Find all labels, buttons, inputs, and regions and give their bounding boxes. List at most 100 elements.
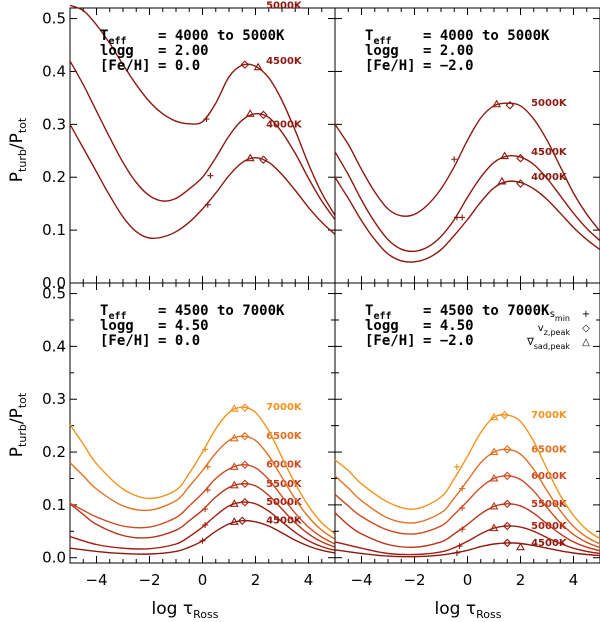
svg-text:Pturb/Ptot: Pturb/Ptot xyxy=(7,117,29,182)
marker-smin-4500K xyxy=(199,537,206,544)
marker-vz-6000K xyxy=(240,460,250,470)
param-feh: [Fe/H] = 0.0 xyxy=(100,333,200,349)
marker-vz-4000K xyxy=(516,179,525,188)
params-block: Teff = 4000 to 5000K logg = 2.00 [Fe/H] = 0.0 xyxy=(100,28,285,74)
series-label-4500K: 4500K xyxy=(531,538,568,549)
series-label-5000K: 5000K xyxy=(266,497,303,508)
params-block: Teff = 4500 to 7000K logg = 4.50 [Fe/H] = 0.0 xyxy=(100,303,285,349)
marker-nabla-7000K xyxy=(229,404,239,412)
xlabel-left-main: log τ xyxy=(152,599,194,619)
param-logg-value: = 2.00 xyxy=(423,43,474,59)
series-label-4500K: 4500K xyxy=(531,147,568,158)
marker-vz-4500K xyxy=(237,516,247,526)
marker-vz-5500K xyxy=(240,479,250,489)
marker-smin-5000K xyxy=(456,543,463,550)
marker-nabla-4500K xyxy=(500,151,510,160)
param-feh-label: [Fe/H] xyxy=(100,58,151,74)
ylabel-top-sub1: turb xyxy=(16,149,29,172)
xtick-label: −2 xyxy=(138,571,160,589)
series-line-6500K xyxy=(334,448,600,545)
marker-nabla-4500K xyxy=(516,542,525,551)
xtick-label: −2 xyxy=(403,571,425,589)
xtick-label: 2 xyxy=(251,571,261,589)
marker-smin-7000K xyxy=(202,446,209,453)
marker-smin-4500K xyxy=(207,172,214,179)
ylabel-top-sub2: tot xyxy=(16,117,29,133)
marker-nabla-6000K xyxy=(229,462,239,470)
ylabel-bottom-p: P xyxy=(7,447,27,457)
ytick-label: 0.1 xyxy=(42,221,66,239)
xlabel-right-sub: Ross xyxy=(476,608,502,621)
param-feh-label: [Fe/H] xyxy=(100,333,151,349)
xtick-label: 4 xyxy=(304,571,314,589)
param-teff-label: T xyxy=(365,28,373,44)
series-line-5500K xyxy=(334,503,600,552)
param-teff: Teff = 4500 to 7000K xyxy=(365,303,550,322)
marker-smin-6500K xyxy=(459,485,466,492)
legend-symbol-diamond: ◇ xyxy=(582,323,590,334)
series-label-5500K: 5500K xyxy=(266,479,303,490)
series-label-4500K: 4500K xyxy=(266,56,303,67)
param-teff-value: = 4000 to 5000K xyxy=(158,28,285,44)
series-line-5000K xyxy=(69,501,336,551)
legend-symbol-triangle: △ xyxy=(582,337,590,348)
ytick-label: 0.4 xyxy=(42,62,66,80)
marker-smin-7000K xyxy=(453,463,460,470)
xlabel-left-sub: Ross xyxy=(193,608,219,621)
param-feh: [Fe/H] = 0.0 xyxy=(100,58,200,74)
marker-nabla-5000K xyxy=(253,62,263,71)
ytick-label: 0.2 xyxy=(42,443,66,461)
ylabel-top-mid: /P xyxy=(7,133,27,149)
series-line-6000K xyxy=(69,463,336,545)
svg-text:Pturb/Ptot: Pturb/Ptot xyxy=(7,392,29,457)
param-teff: Teff = 4500 to 7000K xyxy=(100,303,285,322)
series-label-6000K: 6000K xyxy=(531,471,568,482)
marker-nabla-4000K xyxy=(497,176,507,185)
xlabel-left: log τRoss xyxy=(152,599,219,621)
series-label-7000K: 7000K xyxy=(266,402,303,413)
param-teff-sub: eff xyxy=(108,311,126,322)
marker-smin-4500K xyxy=(453,214,460,221)
xlabel-right: log τRoss xyxy=(435,599,502,621)
param-logg: logg = 4.50 xyxy=(100,318,209,334)
series-line-5500K xyxy=(69,483,336,548)
legend-label-plus: smin xyxy=(550,309,570,323)
ytick-label: 0.5 xyxy=(42,10,66,28)
ytick-label: 0.5 xyxy=(42,285,66,303)
xtick-label: 0 xyxy=(198,571,208,589)
marker-vz-4500K xyxy=(516,153,525,163)
marker-smin-4500K xyxy=(453,549,460,556)
marker-vz-5500K xyxy=(502,499,512,509)
marker-smin-4000K xyxy=(459,214,466,221)
series-line-4500K xyxy=(69,519,336,555)
marker-smin-5500K xyxy=(202,506,209,513)
param-teff-label: T xyxy=(100,28,108,44)
xtick-label: 2 xyxy=(516,571,526,589)
ytick-label: 0.2 xyxy=(42,168,66,186)
ylabel-top: Pturb/Ptot xyxy=(7,117,29,182)
marker-smin-5500K xyxy=(459,526,466,533)
marker-vz-7000K xyxy=(500,410,509,420)
ylabel-bottom-sub2: tot xyxy=(16,392,29,408)
series-line-6000K xyxy=(334,475,600,549)
ylabel-top-p: P xyxy=(7,172,27,182)
marker-vz-4500K xyxy=(259,110,268,120)
ylabel-bottom-mid: /P xyxy=(7,408,27,424)
series-line-7000K xyxy=(334,413,600,540)
marker-nabla-5000K xyxy=(229,499,239,507)
legend-symbol-plus: + xyxy=(582,309,590,320)
param-teff-sub: eff xyxy=(373,311,391,322)
panel-br: −4 −2 0 2 44500K5000K5500K6000K6500K7000KTef… xyxy=(334,282,600,589)
series-line-4000K xyxy=(69,123,336,240)
param-teff-sub: eff xyxy=(373,36,391,47)
param-teff: Teff = 4000 to 5000K xyxy=(100,28,285,47)
param-logg: logg = 4.50 xyxy=(365,318,474,334)
series-line-4500K xyxy=(334,542,600,558)
marker-smin-6000K xyxy=(204,487,211,494)
marker-smin-4000K xyxy=(204,201,211,208)
series-line-4500K xyxy=(334,151,600,253)
marker-smin-5000K xyxy=(451,156,458,163)
ytick-label: 0.0 xyxy=(42,549,66,567)
marker-nabla-7000K xyxy=(489,412,499,421)
marker-nabla-5500K xyxy=(489,501,499,510)
